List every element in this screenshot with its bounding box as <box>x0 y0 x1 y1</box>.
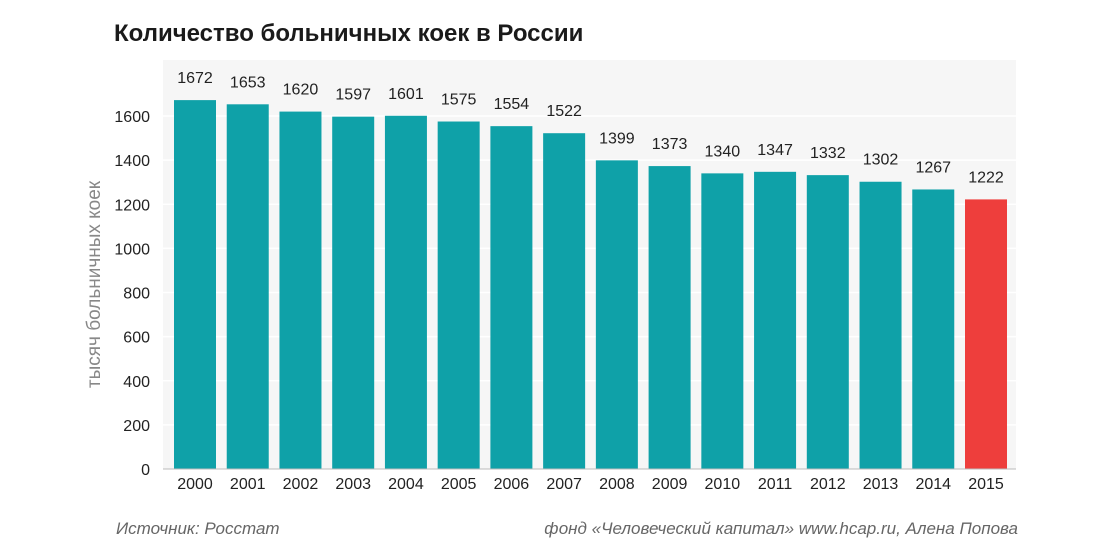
y-tick-label: 1600 <box>114 109 150 126</box>
bar <box>543 133 586 470</box>
x-tick-label: 2001 <box>230 476 266 493</box>
y-axis-label: тысяч больничных коек <box>84 180 105 388</box>
bar <box>279 111 322 470</box>
bar <box>595 160 638 469</box>
data-label: 1267 <box>915 159 951 176</box>
bar <box>384 115 427 470</box>
x-tick-label: 2013 <box>863 476 899 493</box>
x-tick-label: 2011 <box>758 476 793 493</box>
data-label: 1575 <box>441 92 477 109</box>
credit-note: фонд «Человеческий капитал» www.hcap.ru,… <box>544 519 1018 538</box>
chart-title: Количество больничных коек в России <box>114 20 584 47</box>
data-label: 1620 <box>283 82 319 99</box>
bar <box>859 181 902 469</box>
data-label: 1399 <box>599 130 635 147</box>
bar <box>754 171 797 470</box>
y-tick-label: 1400 <box>114 153 150 170</box>
x-tick-label: 2006 <box>494 476 530 493</box>
x-tick-label: 2014 <box>915 476 951 493</box>
y-tick-label: 400 <box>123 374 150 391</box>
y-tick-label: 1200 <box>114 197 150 214</box>
x-tick-label: 2003 <box>335 476 371 493</box>
bar <box>332 116 375 470</box>
data-label: 1653 <box>230 74 266 91</box>
bar <box>912 189 955 469</box>
x-tick-label: 2008 <box>599 476 635 493</box>
x-tick-label: 2000 <box>177 476 213 493</box>
y-tick-label: 200 <box>123 418 150 435</box>
bar <box>806 175 849 469</box>
data-label: 1672 <box>177 70 213 87</box>
bar <box>490 126 533 470</box>
bar <box>648 166 691 469</box>
data-label: 1522 <box>546 103 582 120</box>
x-tick-label: 2007 <box>546 476 582 493</box>
x-tick-label: 2004 <box>388 476 424 493</box>
bar <box>701 173 744 470</box>
x-tick-label: 2002 <box>283 476 319 493</box>
data-label: 1222 <box>968 169 1004 186</box>
data-label: 1302 <box>863 152 899 169</box>
x-tick-label: 2010 <box>705 476 741 493</box>
y-tick-label: 0 <box>141 462 150 479</box>
x-tick-label: 2005 <box>441 476 477 493</box>
data-label: 1332 <box>810 145 846 162</box>
data-label: 1601 <box>388 86 424 103</box>
bar <box>437 121 480 469</box>
data-label: 1373 <box>652 136 688 153</box>
y-tick-label: 1000 <box>114 241 150 258</box>
x-tick-label: 2012 <box>810 476 846 493</box>
data-label: 1340 <box>705 143 741 160</box>
source-note: Источник: Росстат <box>116 519 280 538</box>
y-tick-label: 600 <box>123 330 150 347</box>
bar <box>226 104 269 469</box>
bar-chart: 0 200 400 600 800 1000 1200 1400 1600 тысяч больн… <box>84 70 1016 493</box>
y-tick-label: 800 <box>123 286 150 303</box>
bar <box>174 100 216 470</box>
data-label: 1597 <box>335 87 371 104</box>
bar-highlight <box>965 199 1007 470</box>
x-tick-label: 2009 <box>652 476 688 493</box>
x-tick-label: 2015 <box>968 476 1004 493</box>
data-label: 1554 <box>494 96 530 113</box>
data-label: 1347 <box>757 142 793 159</box>
